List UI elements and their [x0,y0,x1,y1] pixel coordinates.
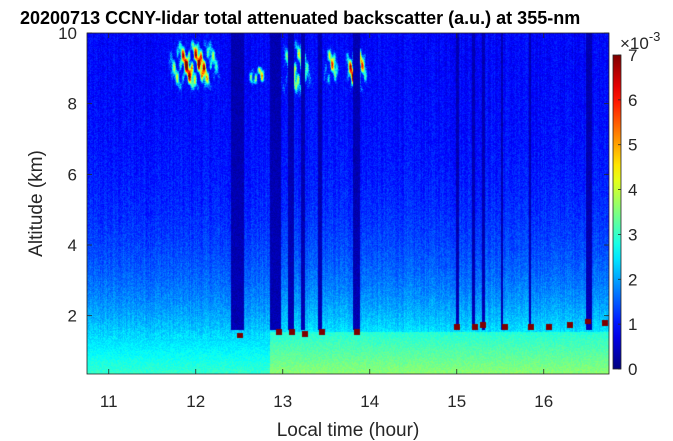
colorbar-tick-label: 6 [628,91,637,110]
plot-frame [86,32,610,375]
colorbar-tick-label: 2 [628,270,637,289]
y-tick-label: 2 [68,307,77,326]
colorbar: 0 1 2 3 4 5 6 7 ×10-3 [612,29,660,379]
colorbar-tick-label: 7 [628,46,637,65]
colorbar-scale-label: ×10-3 [620,29,660,53]
colorbar-tick-label: 1 [628,315,637,334]
y-tick-label: 10 [58,24,77,43]
y-tick-label: 6 [68,165,77,184]
colorbar-tick-label: 3 [628,225,637,244]
x-tick-label: 13 [273,392,292,411]
x-axis-label: Local time (hour) [277,420,420,441]
colorbar-scale-exponent: -3 [649,29,661,44]
colorbar-gradient [613,55,621,369]
colorbar-scale-base: ×10 [620,34,649,53]
colorbar-tick-label: 0 [628,360,637,379]
plot-area [86,32,610,375]
y-axis: 2 4 6 8 10 [58,24,609,326]
colorbar-tick-label: 5 [628,136,637,155]
colorbar-tick-label: 4 [628,181,637,200]
y-tick-label: 8 [68,95,77,114]
backscatter-heatmap [87,33,609,374]
y-tick-label: 4 [68,236,77,255]
x-tick-label: 11 [100,392,118,411]
colorbar-frame [612,54,622,370]
x-axis: 11 12 13 14 15 16 [100,33,553,411]
x-tick-label: 14 [360,392,379,411]
x-tick-label: 12 [186,392,205,411]
x-tick-label: 15 [447,392,466,411]
x-tick-label: 16 [534,392,553,411]
y-axis-label: Altitude (km) [26,150,47,257]
chart-title: 20200713 CCNY-lidar total attenuated bac… [20,8,580,28]
